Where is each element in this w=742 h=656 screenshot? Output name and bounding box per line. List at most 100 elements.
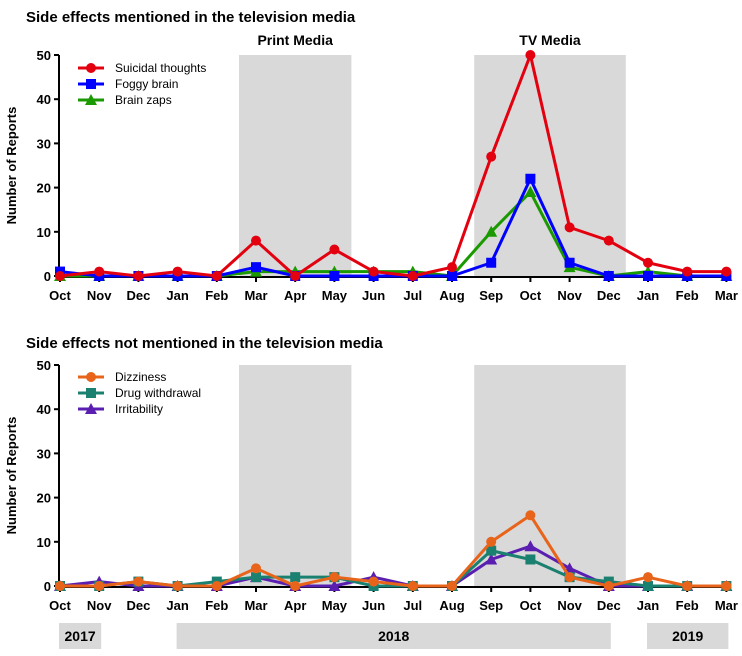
series-line — [59, 544, 727, 588]
y-tick-label: 50 — [37, 48, 51, 63]
x-tick-label: May — [322, 288, 348, 303]
data-point — [721, 581, 732, 591]
legend-entry: Drug withdrawal — [115, 386, 201, 400]
year-bar: 2017 2018 2019 — [59, 623, 729, 649]
data-point — [721, 266, 732, 277]
data-point — [603, 581, 614, 591]
year-band — [59, 623, 102, 649]
data-point — [94, 266, 105, 277]
panel-tv-mentioned: Side effects mentioned in the television… — [4, 9, 738, 303]
x-tick-label: Jan — [637, 598, 659, 613]
y-axis-label: Number of Reports — [4, 107, 19, 225]
x-tick-label: Mar — [244, 598, 267, 613]
x-tick-label: Oct — [520, 598, 542, 613]
data-point — [94, 581, 105, 591]
series-foggy-brain — [55, 173, 732, 281]
legend-marker — [86, 372, 96, 382]
data-point — [603, 235, 614, 246]
data-point — [251, 262, 261, 273]
shaded-period-label: TV Media — [519, 32, 581, 48]
data-point — [172, 581, 183, 591]
y-tick-label: 40 — [37, 402, 51, 417]
data-point — [329, 572, 340, 583]
x-tick-label: Jan — [637, 288, 659, 303]
x-tick-label: May — [322, 598, 348, 613]
x-tick-label: Feb — [676, 598, 699, 613]
data-point — [251, 563, 261, 574]
legend-entry: Brain zaps — [115, 93, 172, 107]
x-tick-label: Oct — [49, 598, 71, 613]
legend-entry: Suicidal thoughts — [115, 61, 206, 75]
legend-marker — [86, 63, 96, 73]
data-point — [328, 580, 341, 591]
x-tick-label: Nov — [87, 288, 112, 303]
x-tick-label: Feb — [205, 288, 228, 303]
data-point — [290, 572, 301, 583]
x-tick-label: Nov — [557, 288, 582, 303]
data-point — [486, 151, 497, 162]
x-tick-label: Sep — [479, 288, 503, 303]
x-tick-label: Jul — [403, 598, 422, 613]
data-point — [643, 271, 653, 281]
x-tick-label: Jul — [403, 288, 422, 303]
legend-entry: Irritability — [115, 402, 163, 416]
data-point — [251, 235, 261, 246]
x-tick-label: Dec — [126, 288, 150, 303]
x-tick-label: Jun — [362, 598, 385, 613]
x-tick-label: Dec — [597, 598, 621, 613]
data-point — [447, 581, 457, 591]
y-tick-label: 0 — [44, 269, 51, 284]
year-label: 2018 — [378, 628, 409, 644]
data-point — [525, 173, 536, 184]
x-tick-label: Nov — [557, 598, 582, 613]
data-point — [682, 266, 693, 277]
data-point — [407, 271, 418, 281]
x-tick-label: Apr — [284, 288, 306, 303]
x-tick-label: Jan — [166, 598, 188, 613]
data-point — [643, 572, 653, 583]
y-tick-label: 10 — [37, 535, 51, 550]
year-label: 2017 — [65, 628, 96, 644]
series-line — [60, 190, 727, 278]
series-brain-zaps — [54, 186, 733, 281]
data-point — [211, 271, 222, 281]
data-point — [290, 581, 301, 591]
data-point — [447, 271, 457, 281]
data-point — [603, 271, 614, 281]
data-point — [133, 576, 144, 587]
panel-not-mentioned: Side effects not mentioned in the televi… — [4, 335, 738, 613]
x-tick-label: Oct — [520, 288, 542, 303]
x-tick-label: Jun — [362, 288, 385, 303]
x-tick-label: Apr — [284, 598, 306, 613]
y-tick-label: 30 — [37, 136, 51, 151]
data-point — [525, 50, 536, 60]
x-tick-label: Sep — [479, 598, 503, 613]
data-point — [329, 244, 340, 255]
shaded-period-label: Print Media — [257, 32, 333, 48]
year-band — [176, 623, 611, 649]
legend-marker — [85, 94, 97, 105]
x-tick-label: Dec — [597, 288, 621, 303]
x-tick-label: Nov — [87, 598, 112, 613]
series-dizziness — [55, 510, 732, 591]
y-tick-label: 10 — [37, 225, 51, 240]
legend-marker — [86, 79, 96, 89]
series-line — [59, 53, 727, 278]
series-line — [59, 177, 727, 278]
data-point — [643, 581, 653, 591]
data-point — [447, 262, 457, 273]
data-point — [368, 266, 379, 277]
shaded-period — [239, 365, 352, 586]
legend-entry: Foggy brain — [115, 77, 178, 91]
y-tick-label: 0 — [44, 579, 51, 594]
x-tick-label: Dec — [126, 598, 150, 613]
shaded-period — [474, 55, 626, 276]
data-point — [485, 553, 498, 565]
data-point — [682, 581, 693, 591]
x-tick-label: Mar — [715, 598, 738, 613]
chart-title: Side effects mentioned in the television… — [26, 9, 356, 26]
x-tick-label: Oct — [49, 288, 71, 303]
data-point — [564, 572, 575, 583]
shaded-period — [474, 365, 626, 586]
year-band — [647, 623, 729, 649]
